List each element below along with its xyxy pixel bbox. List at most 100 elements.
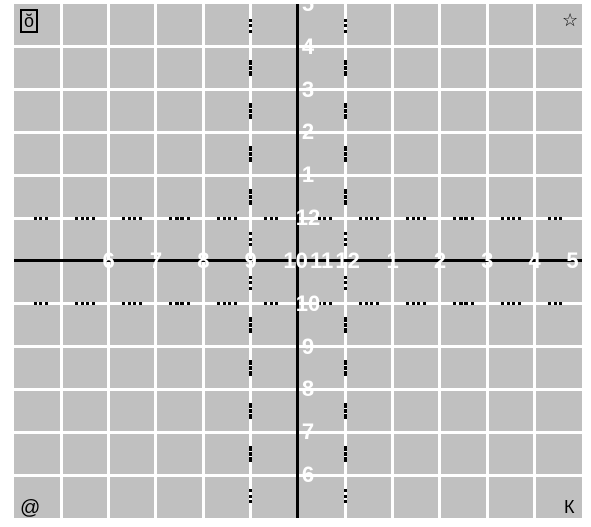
tick-dot: [139, 217, 142, 220]
tick-dot: [417, 217, 420, 220]
tick-dot: [406, 259, 409, 262]
tick-dot: [122, 217, 125, 220]
tick-dot: [344, 416, 347, 419]
tick-dot: [296, 105, 299, 108]
tick-dot: [344, 73, 347, 76]
tick-dot: [296, 453, 299, 456]
tick-dot: [187, 217, 190, 220]
tick-dot: [75, 302, 78, 305]
tick-dot: [344, 19, 347, 22]
tick-dot: [344, 191, 347, 194]
tick-dot: [234, 217, 237, 220]
tick-dot: [548, 302, 551, 305]
tick-dot: [344, 367, 347, 370]
tick-dot: [296, 148, 299, 151]
tick-dot: [471, 302, 474, 305]
tick-dot: [465, 217, 468, 220]
tick-dot: [453, 302, 456, 305]
y-tick-label: 8: [302, 376, 314, 402]
tick-dot: [344, 324, 347, 327]
tick-dot: [344, 287, 347, 290]
tick-dot: [81, 217, 84, 220]
tick-dot: [344, 148, 347, 151]
tick-dot: [139, 302, 142, 305]
tick-dot: [296, 405, 299, 408]
tick-dot: [453, 259, 456, 262]
tick-dot: [86, 259, 89, 262]
tick-dot: [249, 276, 252, 279]
tick-dot: [376, 217, 379, 220]
tick-dot: [296, 159, 299, 162]
tick-dot: [176, 302, 179, 305]
corner-top-right-icon: ☆: [562, 11, 578, 29]
x-tick-label: 9: [245, 248, 257, 274]
tick-dot: [296, 367, 299, 370]
tick-dot: [512, 217, 515, 220]
tick-dot: [507, 217, 510, 220]
tick-dot: [460, 302, 463, 305]
tick-dot: [296, 495, 299, 498]
tick-dot: [249, 105, 252, 108]
tick-dot: [344, 448, 347, 451]
tick-dot: [344, 67, 347, 70]
tick-dot: [376, 302, 379, 305]
tick-dot: [34, 259, 37, 262]
tick-dot: [181, 302, 184, 305]
tick-dot: [344, 110, 347, 113]
tick-dot: [417, 259, 420, 262]
tick-dot: [423, 302, 426, 305]
tick-dot: [359, 217, 362, 220]
tick-dot: [296, 324, 299, 327]
tick-dot: [453, 217, 456, 220]
tick-dot: [344, 281, 347, 284]
x-tick-label: 12: [335, 248, 359, 274]
tick-dot: [249, 73, 252, 76]
tick-dot: [559, 259, 562, 262]
tick-dot: [512, 302, 515, 305]
x-tick-label: 3: [481, 248, 493, 274]
y-tick-label: 3: [302, 77, 314, 103]
tick-dot: [344, 500, 347, 503]
tick-dot: [344, 159, 347, 162]
tick-dot: [217, 259, 220, 262]
tick-dot: [296, 276, 299, 279]
tick-dot: [264, 217, 267, 220]
y-tick-label: 1: [302, 162, 314, 188]
tick-dot: [39, 217, 42, 220]
tick-dot: [249, 62, 252, 65]
tick-dot: [249, 232, 252, 235]
tick-dot: [344, 453, 347, 456]
tick-dot: [249, 67, 252, 70]
tick-dot: [86, 217, 89, 220]
tick-dot: [296, 19, 299, 22]
tick-dot: [512, 259, 515, 262]
tick-dot: [296, 489, 299, 492]
tick-dot: [122, 302, 125, 305]
tick-dot: [344, 196, 347, 199]
tick-dot: [249, 416, 252, 419]
tick-dot: [86, 302, 89, 305]
tick-dot: [249, 373, 252, 376]
tick-dot: [423, 217, 426, 220]
tick-dot: [507, 259, 510, 262]
tick-dot: [275, 259, 278, 262]
tick-dot: [370, 217, 373, 220]
y-tick-label: 5: [302, 0, 314, 17]
tick-dot: [133, 259, 136, 262]
tick-dot: [249, 19, 252, 22]
tick-dot: [412, 302, 415, 305]
x-tick-label: 1: [387, 248, 399, 274]
x-tick-label: 2: [434, 248, 446, 274]
tick-dot: [249, 500, 252, 503]
tick-dot: [249, 287, 252, 290]
tick-dot: [329, 302, 332, 305]
tick-dot: [323, 217, 326, 220]
tick-dot: [296, 30, 299, 33]
tick-dot: [296, 110, 299, 113]
tick-dot: [234, 302, 237, 305]
tick-dot: [264, 259, 267, 262]
tick-dot: [296, 373, 299, 376]
y-tick-label: 4: [302, 34, 314, 60]
tick-dot: [181, 259, 184, 262]
x-tick-label: 8: [197, 248, 209, 274]
